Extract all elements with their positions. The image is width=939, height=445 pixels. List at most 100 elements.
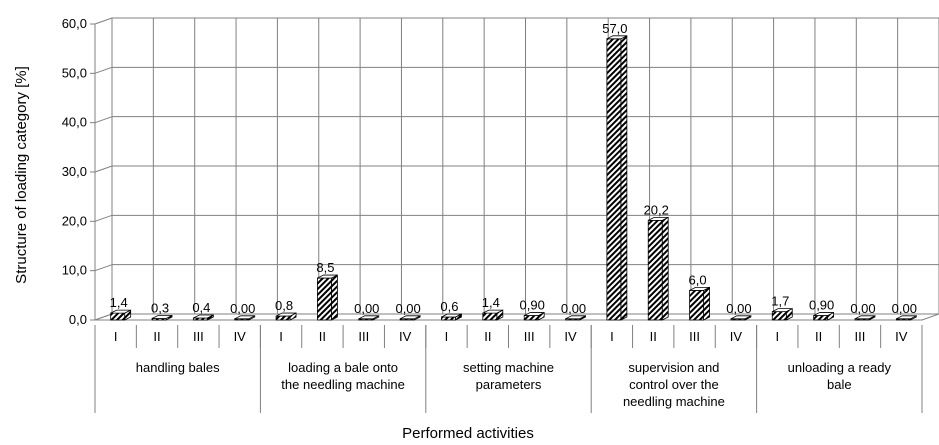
x-tick-label: II bbox=[153, 329, 160, 344]
bar bbox=[523, 311, 545, 321]
data-label: 1,4 bbox=[110, 295, 128, 310]
bar-top bbox=[730, 315, 752, 320]
bar-front bbox=[606, 38, 622, 321]
bar-top bbox=[689, 286, 710, 291]
group-label: the needling machine bbox=[281, 377, 405, 392]
y-tick-label: 0,0 bbox=[69, 312, 87, 327]
group-label: handling bales bbox=[136, 360, 220, 375]
group-label: parameters bbox=[476, 377, 542, 392]
data-label: 0,00 bbox=[395, 301, 420, 316]
bar bbox=[192, 314, 214, 321]
x-tick-label: II bbox=[650, 329, 657, 344]
bar bbox=[606, 35, 628, 321]
data-label: 0,00 bbox=[850, 301, 875, 316]
bar-top bbox=[606, 35, 628, 40]
bar-top bbox=[399, 315, 421, 320]
gridline-side bbox=[94, 214, 113, 222]
x-tick-label: II bbox=[815, 329, 822, 344]
bar-front bbox=[813, 315, 829, 321]
bar-side bbox=[703, 286, 710, 321]
bar-top bbox=[854, 315, 876, 320]
group-label: unloading a ready bbox=[788, 360, 892, 375]
x-tick-label: I bbox=[279, 329, 283, 344]
x-tick-label: IV bbox=[234, 329, 247, 344]
x-tick-label: I bbox=[775, 329, 779, 344]
bars bbox=[110, 35, 917, 321]
bar-front bbox=[647, 219, 663, 321]
bar-front bbox=[689, 289, 704, 321]
y-tick-label: 20,0 bbox=[62, 213, 87, 228]
bar bbox=[399, 315, 421, 321]
bar-front bbox=[482, 312, 498, 321]
bar-front bbox=[110, 312, 126, 321]
bar-top bbox=[151, 315, 173, 319]
data-label: 0,4 bbox=[192, 300, 210, 315]
bar-top bbox=[441, 313, 462, 318]
data-label: 0,3 bbox=[151, 301, 169, 316]
data-label: 0,6 bbox=[440, 299, 458, 314]
x-tick-label: III bbox=[689, 329, 700, 344]
data-label: 20,2 bbox=[644, 202, 669, 217]
data-label: 6,0 bbox=[689, 272, 707, 287]
bar bbox=[854, 315, 876, 321]
axes: 0,010,020,030,040,050,060,0I II III IVhandl… bbox=[62, 16, 923, 413]
bar-top bbox=[648, 216, 669, 221]
bar-top bbox=[772, 308, 793, 313]
y-tick-label: 40,0 bbox=[62, 115, 87, 130]
data-labels: 1,4 0,3 0,4 0,00 0,8 8,5 0,00 0,00 0,6 1,4 0,90 0,0… bbox=[110, 21, 917, 316]
bar bbox=[895, 315, 917, 321]
bar-top bbox=[234, 315, 255, 320]
bar-top bbox=[110, 309, 131, 314]
y-tick-label: 10,0 bbox=[62, 263, 87, 278]
data-label: 0,00 bbox=[892, 301, 917, 316]
bar-front bbox=[317, 277, 332, 321]
bar-front bbox=[523, 315, 539, 321]
bar-front bbox=[441, 316, 456, 321]
bar bbox=[689, 286, 710, 321]
bar bbox=[771, 307, 793, 321]
group-label: supervision and bbox=[628, 360, 719, 375]
bar bbox=[358, 315, 380, 321]
x-tick-label: IV bbox=[399, 329, 412, 344]
data-label: 0,8 bbox=[275, 298, 293, 313]
bar-top bbox=[482, 309, 504, 314]
y-tick-label: 60,0 bbox=[62, 16, 87, 31]
x-tick-label: I bbox=[610, 329, 614, 344]
data-label: 0,00 bbox=[726, 301, 751, 316]
data-label: 0,00 bbox=[354, 301, 379, 316]
bar bbox=[647, 216, 669, 321]
bar bbox=[730, 315, 752, 321]
x-tick-label: IV bbox=[564, 329, 577, 344]
x-tick-label: III bbox=[524, 329, 535, 344]
bar-front bbox=[771, 311, 787, 321]
bar bbox=[565, 315, 586, 321]
bar bbox=[441, 313, 462, 321]
bar bbox=[234, 315, 256, 321]
group-label: loading a bale onto bbox=[288, 360, 398, 375]
data-label: 0,00 bbox=[561, 301, 586, 316]
x-axis-title: Performed activities bbox=[402, 425, 534, 442]
bar-top bbox=[565, 315, 586, 320]
x-tick-label: IV bbox=[730, 329, 743, 344]
gridline-side bbox=[94, 116, 113, 124]
y-tick-label: 50,0 bbox=[62, 65, 87, 80]
gridline-side bbox=[94, 264, 113, 272]
bar-side bbox=[661, 216, 669, 321]
bar-top bbox=[523, 312, 545, 316]
bar-top bbox=[275, 312, 297, 317]
x-tick-label: I bbox=[114, 329, 118, 344]
gridline-side bbox=[94, 66, 113, 74]
bar bbox=[110, 309, 132, 321]
bar-top bbox=[358, 315, 379, 320]
bar-top bbox=[896, 315, 917, 320]
group-label: control over the bbox=[629, 377, 719, 392]
plot-area bbox=[94, 17, 939, 321]
y-axis-title: Structure of loading category [%] bbox=[13, 66, 30, 284]
group-label: needling machine bbox=[623, 394, 725, 409]
bar-side bbox=[331, 274, 338, 321]
x-tick-label: II bbox=[484, 329, 491, 344]
group-label: setting machine bbox=[463, 360, 554, 375]
floor bbox=[94, 313, 939, 321]
x-tick-label: II bbox=[319, 329, 326, 344]
